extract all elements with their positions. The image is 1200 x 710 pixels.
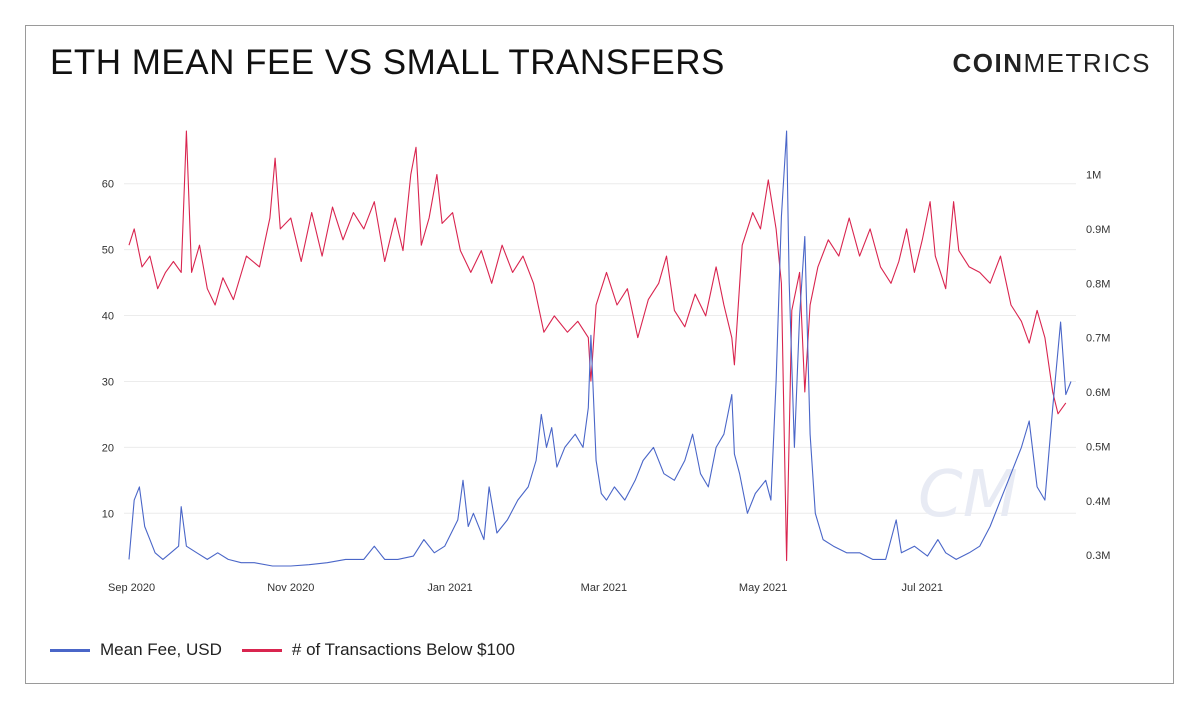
y-right-tick-6: 0.9M [1086, 224, 1110, 236]
y-left-tick-40: 40 [102, 311, 114, 323]
series-line-transactions [128, 130, 1067, 562]
chart-frame: ETH MEAN FEE VS SMALL TRANSFERS COINMETR… [25, 25, 1174, 684]
y-right-tick-0: 0.3M [1086, 550, 1110, 562]
series-line-mean-fee [128, 130, 1072, 567]
y-right-tick-4: 0.7M [1086, 333, 1110, 345]
y-left-tick-20: 20 [102, 442, 114, 454]
x-tick-1: Nov 2020 [267, 582, 314, 594]
gridlines [124, 183, 1076, 514]
watermark-cm: CM [918, 458, 1018, 532]
y-right-tick-7: 1M [1086, 170, 1101, 182]
y-left-tick-60: 60 [102, 179, 114, 191]
legend: Mean Fee, USD # of Transactions Below $1… [50, 640, 535, 660]
coinmetrics-logo: COINMETRICS [952, 48, 1151, 78]
legend-item-transactions[interactable]: # of Transactions Below $100 [241, 640, 515, 660]
x-tick-4: May 2021 [739, 582, 787, 594]
y-right-tick-1: 0.4M [1086, 496, 1110, 508]
series-lines [128, 130, 1072, 567]
y-left-tick-30: 30 [102, 376, 114, 388]
y-right-tick-2: 0.5M [1086, 441, 1110, 453]
legend-label-transactions: # of Transactions Below $100 [291, 640, 515, 659]
legend-swatch-mean-fee [50, 648, 90, 652]
legend-label-mean-fee: Mean Fee, USD [100, 640, 222, 659]
legend-item-mean-fee[interactable]: Mean Fee, USD [50, 640, 222, 660]
y-left-tick-10: 10 [102, 508, 114, 520]
line-chart: CM 10 20 30 40 50 60 0.3M 0.4M 0.5M 0.6M 0.7M 0.8M 0… [102, 130, 1111, 595]
x-tick-0: Sep 2020 [108, 582, 155, 594]
y-left-tick-50: 50 [102, 245, 114, 257]
y-right-tick-5: 0.8M [1086, 278, 1110, 290]
y-right-tick-3: 0.6M [1086, 387, 1110, 399]
legend-swatch-transactions [241, 648, 282, 652]
x-tick-3: Mar 2021 [581, 582, 627, 594]
x-tick-2: Jan 2021 [427, 582, 472, 594]
chart-title: ETH MEAN FEE VS SMALL TRANSFERS [50, 43, 725, 82]
axis-ticks: 10 20 30 40 50 60 0.3M 0.4M 0.5M 0.6M 0.7M 0.8M 0.9M… [102, 170, 1111, 595]
x-tick-5: Jul 2021 [901, 582, 943, 594]
